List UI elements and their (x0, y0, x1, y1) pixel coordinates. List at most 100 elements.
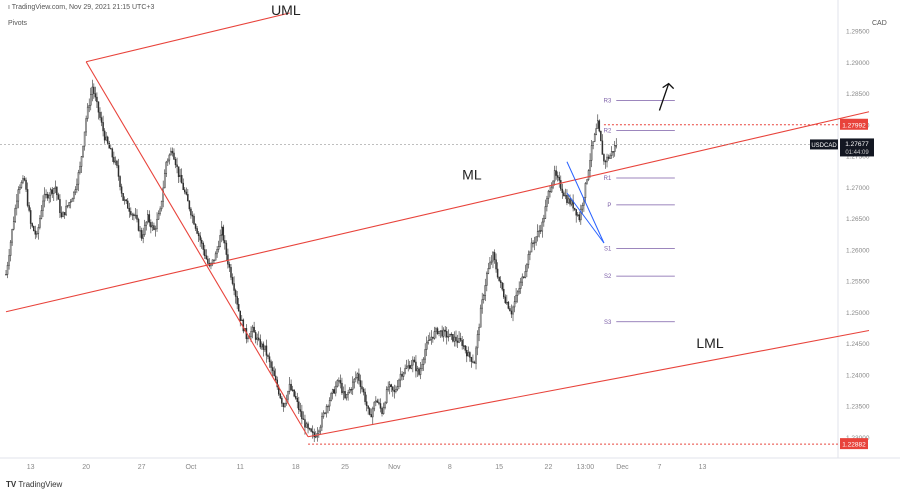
candle-body (170, 150, 172, 156)
candle-body (493, 252, 496, 261)
wedge-lower-line[interactable] (566, 192, 605, 244)
candle-body (335, 385, 337, 394)
candle-body (25, 179, 27, 190)
candle-body (16, 200, 18, 209)
source-mark-icon: ı (8, 4, 12, 11)
candle-body (418, 368, 420, 375)
candle-body (419, 368, 422, 375)
fork-line-uml[interactable] (86, 12, 290, 63)
candle-body (439, 330, 442, 332)
candle-body (66, 205, 69, 207)
candle-body (231, 277, 234, 284)
pivot-label-r3: R3 (604, 99, 612, 105)
candle-body (519, 281, 522, 289)
marked-level-tag[interactable] (840, 438, 868, 450)
fork-line-ml[interactable] (5, 111, 870, 313)
marked-level-tag[interactable] (840, 118, 868, 130)
candle-body (279, 393, 282, 399)
candle-body (593, 134, 596, 142)
candle-body (609, 155, 611, 159)
candle-body (165, 161, 168, 174)
candle-body (569, 198, 571, 205)
pivot-label-s2: S2 (604, 274, 612, 280)
candle-body (435, 328, 437, 332)
candle-body (267, 355, 269, 357)
candle-body (120, 186, 123, 194)
wedge-upper-line[interactable] (566, 161, 605, 244)
candle-body (163, 173, 166, 189)
footer-brand[interactable]: TV TradingView (6, 480, 62, 489)
candle-body (606, 156, 608, 163)
candle-body (322, 412, 325, 417)
candle-body (242, 319, 245, 332)
candle-body (581, 205, 584, 210)
up-arrow-shaft (658, 83, 670, 111)
candle-body (527, 254, 530, 265)
candle-body (282, 403, 285, 407)
candle-body (305, 423, 308, 428)
symbol-tag[interactable] (810, 139, 838, 150)
candle-body (228, 263, 231, 268)
candle-body (415, 361, 417, 372)
candle-body (604, 160, 607, 163)
candle-body (205, 255, 208, 260)
candle-body (94, 93, 97, 98)
candle-body (331, 389, 334, 394)
candle-body (180, 174, 183, 184)
candle-body (157, 213, 160, 220)
candle-body (265, 345, 268, 356)
candle-body (558, 177, 560, 181)
candle-body (490, 260, 493, 264)
candle-body (438, 330, 440, 334)
candle-body (142, 234, 144, 239)
candle-body (251, 326, 254, 332)
candle-body (586, 179, 588, 184)
candle-body (82, 145, 84, 157)
candle-body (395, 389, 397, 392)
candle-body (467, 352, 470, 357)
candle-body (351, 381, 354, 390)
tradingview-logo-icon: TV (6, 480, 17, 489)
candle-body (304, 419, 306, 428)
y-tick-label: 1.25000 (846, 310, 870, 317)
candle-body (458, 338, 460, 343)
x-tick-label: 25 (341, 464, 349, 471)
candle-body (154, 228, 157, 230)
candle-body (533, 241, 536, 244)
candle-body (199, 235, 201, 241)
candle-body (119, 176, 121, 187)
candle-body (552, 180, 554, 188)
candle-body (99, 111, 101, 118)
candle-body (207, 258, 209, 264)
candle-body (364, 391, 366, 402)
candle-body (51, 189, 53, 194)
price-tag[interactable] (840, 138, 874, 157)
candle-body (128, 208, 131, 212)
candle-body (541, 221, 544, 232)
fork-line-lml[interactable] (307, 329, 870, 438)
pivot-label-s3: S3 (604, 320, 612, 326)
candle-body (247, 337, 249, 340)
candle-body (441, 330, 443, 337)
fork-line-fork-handle[interactable] (85, 61, 309, 438)
candle-body (424, 349, 426, 360)
candle-body (256, 337, 258, 340)
candle-body (36, 233, 38, 235)
candle-body (573, 207, 576, 210)
candle-body (413, 359, 416, 363)
candle-body (589, 160, 591, 171)
candle-body (182, 182, 184, 190)
candle-body (301, 411, 303, 420)
candle-body (546, 198, 548, 207)
candle-body (450, 333, 453, 336)
price-tag-timer: 01:44:09 (845, 150, 869, 156)
candle-body (339, 380, 342, 384)
candle-body (105, 136, 107, 141)
candle-body (390, 384, 393, 388)
candle-body (461, 340, 463, 346)
candle-body (284, 402, 286, 407)
candle-body (566, 195, 568, 204)
candle-body (140, 230, 143, 239)
candle-body (445, 331, 448, 338)
